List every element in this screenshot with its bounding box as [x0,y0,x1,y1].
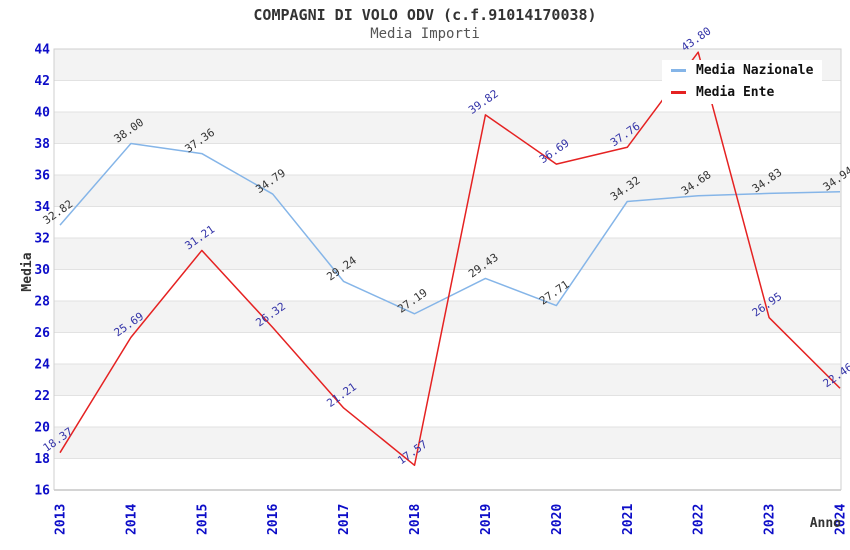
x-tick-label: 2018 [408,504,423,535]
x-tick-label: 2017 [337,504,352,535]
y-tick-label: 38 [34,137,50,152]
y-tick-label: 30 [34,263,50,278]
x-tick-label: 2016 [266,504,281,535]
y-tick-label: 24 [34,358,50,373]
y-axis-title: Media [20,252,35,291]
band [54,238,841,270]
x-tick-label: 2019 [479,504,494,535]
y-tick-label: 28 [34,295,50,310]
legend-item-media-nazionale: Media Nazionale [662,60,823,82]
y-axis-tick-labels: 16 18 20 22 24 26 28 30 32 34 36 38 40 42 44 [34,43,50,499]
band [54,364,841,396]
legend-label-media-ente: Media Ente [696,85,775,100]
x-tick-label: 2022 [692,504,707,535]
y-tick-label: 36 [34,169,50,184]
y-tick-label: 26 [34,326,50,341]
chart-subtitle: Media Importi [370,26,480,42]
chart-title: COMPAGNI DI VOLO ODV (c.f.91014170038) [253,6,597,24]
x-axis-tick-labels: 2013 2014 2015 2016 2017 2018 2019 2020 2021 2022… [54,504,849,535]
y-tick-label: 44 [34,43,50,58]
x-axis-title: Anno [810,516,841,531]
band [54,175,841,207]
y-tick-label: 20 [34,421,50,436]
y-tick-label: 22 [34,389,50,404]
legend-item-media-ente: Media Ente [662,82,784,104]
x-tick-label: 2014 [124,504,139,535]
y-tick-label: 34 [34,200,50,215]
media-ente-line-icon [671,91,686,94]
x-tick-label: 2013 [54,504,69,535]
band [54,301,841,333]
legend-label-media-nazionale: Media Nazionale [696,63,814,78]
background-bands [54,49,841,459]
media-nazionale-line-icon [671,69,686,72]
plot-frame [53,48,842,490]
x-tick-label: 2021 [621,504,636,535]
band [54,427,841,459]
x-tick-label: 2023 [763,504,778,535]
legend: Media Nazionale Media Ente [662,60,823,104]
plot-border [53,48,842,490]
x-tick-label: 2015 [195,504,210,535]
series-line-0 [59,142,841,315]
y-tick-label: 16 [34,484,50,499]
band [54,112,841,144]
x-tick-label: 2024 [834,504,849,535]
y-tick-label: 18 [34,452,50,467]
y-tick-label: 40 [34,106,50,121]
y-tick-label: 42 [34,74,50,89]
y-tick-label: 32 [34,232,50,247]
x-tick-label: 2020 [550,504,565,535]
